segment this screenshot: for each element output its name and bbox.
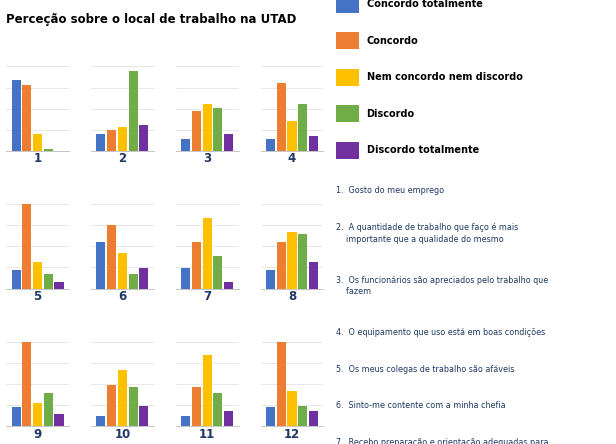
Bar <box>266 270 275 289</box>
Text: 1.  Gosto do meu emprego: 1. Gosto do meu emprego <box>336 186 444 195</box>
Bar <box>309 136 318 151</box>
Bar <box>118 253 127 289</box>
Bar <box>129 71 138 151</box>
Bar <box>33 403 42 426</box>
Bar <box>129 274 138 289</box>
Bar <box>224 282 233 289</box>
Text: Discordo: Discordo <box>367 109 415 119</box>
Bar <box>181 268 190 289</box>
Bar <box>54 282 63 289</box>
Bar <box>139 405 148 426</box>
Bar <box>288 391 296 426</box>
Bar <box>213 393 222 426</box>
Text: Discordo totalmente: Discordo totalmente <box>367 145 479 155</box>
Bar <box>203 218 212 289</box>
X-axis label: 3: 3 <box>203 152 211 165</box>
Bar <box>107 130 116 151</box>
X-axis label: 2: 2 <box>118 152 126 165</box>
Bar <box>309 262 318 289</box>
Bar <box>203 104 212 151</box>
Text: 7.  Recebo preparação e orientação adequadas para
    o meu trabalho: 7. Recebo preparação e orientação adequa… <box>336 438 548 444</box>
Bar <box>107 385 116 426</box>
Bar <box>288 121 296 151</box>
X-axis label: 5: 5 <box>33 290 42 303</box>
Bar <box>277 83 286 151</box>
Bar <box>298 104 307 151</box>
Bar <box>107 225 116 289</box>
Bar <box>22 342 31 426</box>
Bar <box>118 127 127 151</box>
Bar <box>22 204 31 289</box>
X-axis label: 12: 12 <box>284 428 300 440</box>
X-axis label: 7: 7 <box>203 290 211 303</box>
X-axis label: 9: 9 <box>33 428 42 440</box>
Bar <box>96 134 105 151</box>
Text: 6.  Sinto-me contente com a minha chefia: 6. Sinto-me contente com a minha chefia <box>336 401 505 410</box>
Bar <box>44 393 53 426</box>
Bar <box>22 85 31 151</box>
Text: Concordo totalmente: Concordo totalmente <box>367 0 482 9</box>
Text: 3.  Os funcionários são apreciados pelo trabalho que
    fazem: 3. Os funcionários são apreciados pelo t… <box>336 276 548 297</box>
Bar <box>298 405 307 426</box>
Bar <box>288 232 296 289</box>
Bar <box>224 411 233 426</box>
Bar <box>96 416 105 426</box>
X-axis label: 8: 8 <box>288 290 296 303</box>
Bar <box>44 274 53 289</box>
X-axis label: 6: 6 <box>118 290 126 303</box>
Bar <box>54 414 63 426</box>
X-axis label: 11: 11 <box>199 428 216 440</box>
Bar <box>192 387 201 426</box>
X-axis label: 10: 10 <box>114 428 131 440</box>
Bar <box>33 262 42 289</box>
Bar <box>139 268 148 289</box>
X-axis label: 1: 1 <box>33 152 42 165</box>
Bar <box>12 80 21 151</box>
Bar <box>12 408 21 426</box>
Bar <box>277 242 286 289</box>
Bar <box>129 387 138 426</box>
Bar <box>298 234 307 289</box>
Bar <box>213 108 222 151</box>
Bar <box>213 256 222 289</box>
Bar <box>224 134 233 151</box>
X-axis label: 4: 4 <box>288 152 296 165</box>
Text: Perceção sobre o local de trabalho na UTAD: Perceção sobre o local de trabalho na UT… <box>6 13 296 26</box>
Text: Nem concordo nem discordo: Nem concordo nem discordo <box>367 72 522 82</box>
Bar <box>181 416 190 426</box>
Bar <box>44 149 53 151</box>
Bar <box>139 125 148 151</box>
Bar <box>181 139 190 151</box>
Bar <box>192 111 201 151</box>
Bar <box>309 411 318 426</box>
Bar <box>192 242 201 289</box>
Bar <box>266 408 275 426</box>
Text: 5.  Os meus colegas de trabalho são afáveis: 5. Os meus colegas de trabalho são afáve… <box>336 365 514 374</box>
Bar <box>203 355 212 426</box>
Bar <box>33 134 42 151</box>
Bar <box>96 242 105 289</box>
Text: 2.  A quantidade de trabalho que faço é mais
    importante que a qualidade do m: 2. A quantidade de trabalho que faço é m… <box>336 223 518 244</box>
Bar <box>266 139 275 151</box>
Text: 4.  O equipamento que uso está em boas condições: 4. O equipamento que uso está em boas co… <box>336 329 545 337</box>
Bar <box>12 270 21 289</box>
Bar <box>277 342 286 426</box>
Bar <box>118 370 127 426</box>
Text: Concordo: Concordo <box>367 36 418 46</box>
